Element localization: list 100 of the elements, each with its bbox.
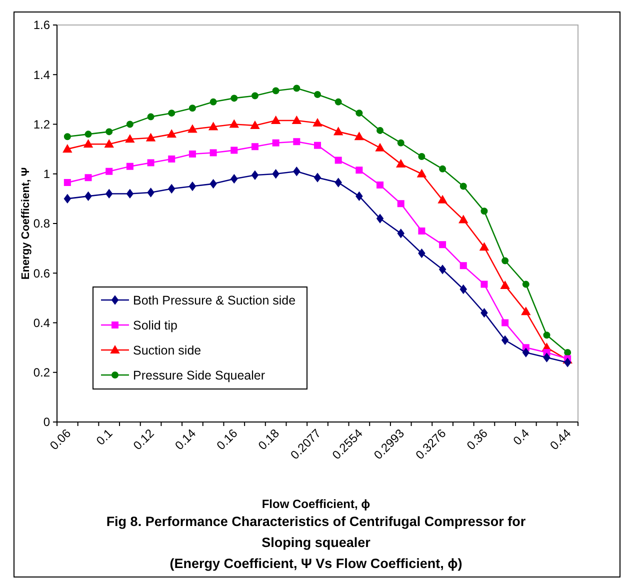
- point: [272, 139, 280, 146]
- x-tick-label: 0.18: [256, 426, 282, 453]
- point: [418, 248, 426, 258]
- point: [230, 94, 238, 102]
- point: [334, 156, 342, 164]
- point: [188, 104, 196, 112]
- point: [480, 280, 488, 288]
- point: [396, 159, 406, 168]
- point: [314, 142, 321, 149]
- x-tick-label: 0.1: [94, 426, 116, 448]
- x-axis-title: Flow Coefficient, ϕ: [262, 497, 370, 511]
- point: [439, 264, 446, 274]
- point: [564, 349, 572, 356]
- point: [230, 146, 238, 154]
- point: [376, 214, 384, 224]
- y-tick-label: 0.8: [33, 216, 50, 231]
- point: [126, 189, 134, 198]
- point: [272, 169, 280, 178]
- point: [356, 166, 363, 174]
- legend-label: Solid tip: [133, 318, 178, 332]
- point: [356, 192, 363, 201]
- point: [84, 192, 92, 201]
- legend-label: Pressure Side Squealer: [133, 368, 266, 382]
- point: [356, 110, 363, 117]
- point: [438, 195, 448, 204]
- point: [460, 262, 467, 270]
- point: [292, 116, 302, 124]
- point: [104, 140, 114, 148]
- point: [314, 90, 321, 98]
- point: [460, 284, 467, 294]
- point: [397, 139, 404, 146]
- point: [334, 127, 343, 136]
- point: [314, 173, 321, 182]
- x-tick-label: 0.14: [172, 426, 199, 453]
- point: [376, 143, 385, 152]
- point: [64, 194, 71, 204]
- point: [251, 143, 258, 150]
- point: [208, 122, 218, 130]
- point: [168, 155, 176, 162]
- point: [439, 241, 446, 248]
- text: Fig 8. Performance Characteristics of Centrifugal Compressor for Sloping squealer: [105, 513, 527, 552]
- point: [397, 228, 404, 238]
- point: [125, 134, 134, 143]
- point: [230, 174, 238, 184]
- point: [168, 184, 176, 194]
- point: [230, 120, 239, 128]
- legend-label: Suction side: [133, 343, 202, 358]
- y-tick-label: 1.2: [33, 117, 50, 132]
- point: [106, 168, 113, 175]
- point: [84, 140, 93, 148]
- y-tick-label: 0.2: [33, 366, 50, 380]
- point: [354, 132, 364, 140]
- point: [106, 128, 113, 136]
- point: [272, 87, 280, 94]
- point: [334, 98, 342, 106]
- point: [293, 166, 300, 176]
- y-tick-label: 1.4: [33, 68, 50, 82]
- point: [522, 348, 530, 358]
- point: [106, 189, 113, 198]
- point: [251, 170, 258, 180]
- point: [439, 165, 446, 172]
- text: (Energy Coefficient, Ψ Vs Flow Coefficient, ϕ): [168, 555, 464, 573]
- point: [293, 138, 300, 146]
- point: [313, 118, 322, 127]
- point: [480, 308, 488, 318]
- x-tick-label: 0.44: [547, 426, 574, 453]
- x-tick-label: 0.16: [214, 426, 240, 453]
- point: [293, 84, 300, 92]
- point: [522, 280, 530, 288]
- point: [126, 120, 134, 128]
- point: [480, 242, 489, 251]
- x-tick-label: 0.12: [130, 426, 158, 453]
- point: [210, 149, 217, 156]
- point: [376, 126, 384, 134]
- point: [188, 150, 196, 158]
- point: [543, 352, 550, 362]
- point: [418, 153, 426, 160]
- x-tick-label: 0.36: [464, 426, 491, 453]
- point: [480, 208, 488, 215]
- point: [167, 130, 176, 138]
- point: [521, 307, 530, 316]
- y-tick-label: 1: [43, 167, 50, 182]
- point: [84, 174, 92, 182]
- point: [168, 110, 176, 117]
- point: [250, 120, 260, 129]
- point: [460, 182, 467, 190]
- point: [502, 257, 509, 264]
- point: [334, 178, 342, 188]
- y-tick-label: 0.4: [33, 316, 50, 330]
- point: [376, 182, 384, 189]
- point: [147, 188, 154, 197]
- point: [188, 124, 197, 133]
- legend-label: Both Pressure & Suction side: [133, 293, 296, 308]
- y-tick-label: 0.6: [33, 266, 50, 280]
- point: [210, 179, 217, 188]
- point: [64, 179, 71, 186]
- point: [64, 133, 71, 140]
- x-tick-label: 0.4: [510, 426, 532, 448]
- point: [271, 116, 280, 124]
- y-axis-title: Energy Coefficient, Ψ: [20, 167, 32, 280]
